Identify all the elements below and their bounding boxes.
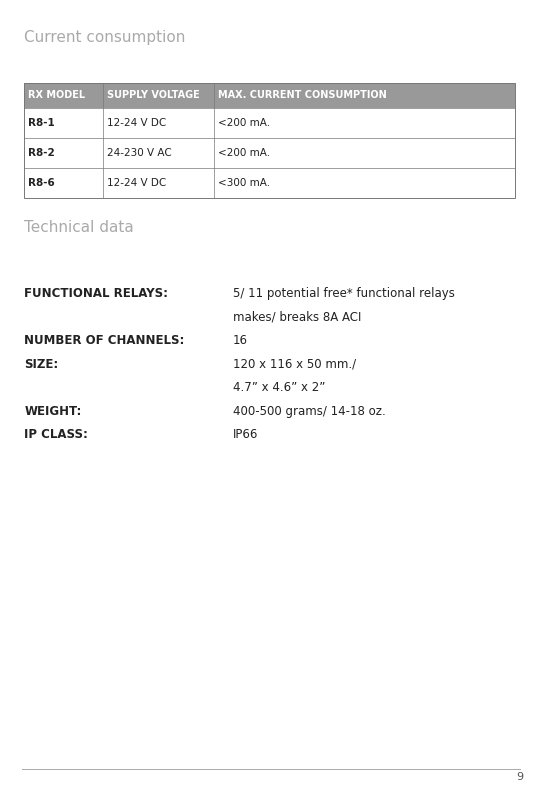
Text: SIZE:: SIZE: xyxy=(24,358,59,371)
Text: NUMBER OF CHANNELS:: NUMBER OF CHANNELS: xyxy=(24,334,185,347)
Text: IP66: IP66 xyxy=(233,428,259,442)
Text: 12-24 V DC: 12-24 V DC xyxy=(107,178,166,188)
Text: makes/ breaks 8A ACI: makes/ breaks 8A ACI xyxy=(233,310,362,324)
Text: 9: 9 xyxy=(516,772,523,782)
Text: <300 mA.: <300 mA. xyxy=(218,178,270,188)
Text: WEIGHT:: WEIGHT: xyxy=(24,405,82,418)
Text: 5/ 11 potential free* functional relays: 5/ 11 potential free* functional relays xyxy=(233,287,455,300)
Text: Current consumption: Current consumption xyxy=(24,30,186,45)
Text: 400-500 grams/ 14-18 oz.: 400-500 grams/ 14-18 oz. xyxy=(233,405,386,418)
Text: MAX. CURRENT CONSUMPTION: MAX. CURRENT CONSUMPTION xyxy=(218,90,386,101)
Text: <200 mA.: <200 mA. xyxy=(218,149,270,158)
Text: 24-230 V AC: 24-230 V AC xyxy=(107,149,171,158)
Text: Technical data: Technical data xyxy=(24,220,134,235)
Text: R8-6: R8-6 xyxy=(28,178,55,188)
Text: IP CLASS:: IP CLASS: xyxy=(24,428,88,442)
Text: 16: 16 xyxy=(233,334,248,347)
Text: 4.7” x 4.6” x 2”: 4.7” x 4.6” x 2” xyxy=(233,381,325,395)
Bar xyxy=(24,83,515,198)
Text: 12-24 V DC: 12-24 V DC xyxy=(107,119,166,128)
Text: RX MODEL: RX MODEL xyxy=(28,90,85,101)
Text: SUPPLY VOLTAGE: SUPPLY VOLTAGE xyxy=(107,90,199,101)
Text: <200 mA.: <200 mA. xyxy=(218,119,270,128)
Text: R8-1: R8-1 xyxy=(28,119,55,128)
Text: 120 x 116 x 50 mm./: 120 x 116 x 50 mm./ xyxy=(233,358,356,371)
Bar xyxy=(24,83,515,108)
Text: R8-2: R8-2 xyxy=(28,149,55,158)
Text: FUNCTIONAL RELAYS:: FUNCTIONAL RELAYS: xyxy=(24,287,169,300)
